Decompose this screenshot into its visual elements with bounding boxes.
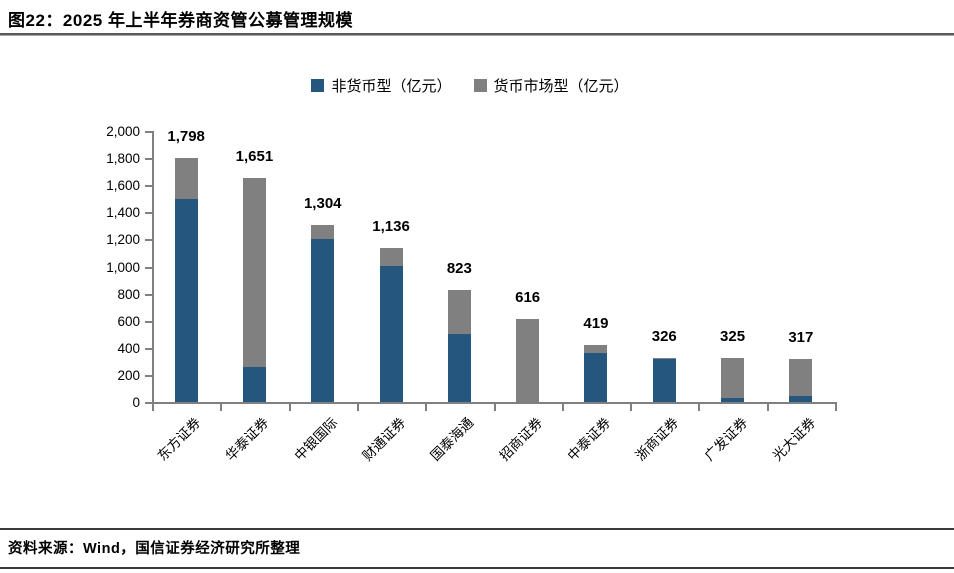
- legend-swatch-money: [473, 78, 487, 92]
- bar-segment-money: [447, 290, 471, 335]
- x-axis-category-label-text: 中银国际: [291, 414, 341, 464]
- bar-total-label: 1,651: [235, 148, 274, 166]
- bar-total-label: 1,136: [372, 218, 410, 236]
- bar-segment-money: [379, 248, 403, 266]
- x-axis-category-label-text: 浙商证券: [632, 414, 682, 464]
- x-axis-category-label-text: 光大证券: [769, 414, 819, 464]
- bar-total-label: 616: [515, 288, 541, 306]
- y-axis-tick-label: 1,400: [106, 205, 140, 221]
- footer-divider: [0, 528, 954, 530]
- y-axis-tick: [145, 402, 152, 404]
- x-axis-category-label-text: 国泰海通: [427, 414, 477, 464]
- y-axis-tick-label: 400: [117, 340, 140, 356]
- y-axis-tick-label: 2,000: [106, 124, 140, 139]
- source-note: 资料来源：Wind，国信证券经济研究所整理: [8, 541, 301, 557]
- x-axis-category-label-text: 广发证券: [701, 414, 750, 464]
- x-axis-category-label-text: 华泰证券: [223, 414, 272, 464]
- bar-segment-money: [652, 357, 676, 359]
- y-axis-tick-label: 1,200: [106, 232, 140, 248]
- bar-segment-non-money: [789, 395, 813, 402]
- chart-legend: 非货币型（亿元） 货币市场型（亿元）: [150, 75, 790, 95]
- y-axis-tick: [145, 293, 152, 296]
- x-axis-category-label-text: 财通证券: [359, 414, 409, 464]
- bar-segment-non-money: [584, 352, 608, 402]
- legend-item-non-money: 非货币型（亿元）: [311, 75, 452, 96]
- y-axis-tick-label: 0: [132, 395, 140, 410]
- y-axis-tick-label: 1,000: [106, 259, 140, 275]
- legend-swatch-non-money: [311, 78, 325, 92]
- bar-segment-non-money: [242, 366, 266, 402]
- bar-segment-non-money: [379, 265, 403, 402]
- x-axis-category-label-text: 中泰证券: [564, 414, 614, 464]
- figure-title: 图22：2025 年上半年券商资管公募管理规模: [8, 11, 353, 30]
- y-axis-tick-label: 1,800: [106, 151, 140, 167]
- x-axis-tick: [766, 404, 769, 411]
- bar-segment-money: [516, 318, 540, 402]
- bar-total-label: 419: [583, 315, 609, 333]
- x-axis-tick: [630, 404, 633, 411]
- bar-segment-non-money: [311, 239, 335, 402]
- x-axis-line: [152, 402, 837, 404]
- y-axis-tick-label: 600: [117, 313, 140, 329]
- x-axis-tick: [835, 404, 837, 411]
- x-axis-tick: [493, 404, 496, 411]
- y-axis-tick: [145, 320, 152, 323]
- bar-total-label: 317: [788, 329, 814, 347]
- y-axis-tick: [145, 212, 152, 215]
- y-axis-tick: [145, 158, 152, 161]
- x-axis-tick: [152, 404, 154, 411]
- legend-item-money: 货币市场型（亿元）: [473, 75, 629, 96]
- bottom-divider: [0, 567, 954, 569]
- bar-total-label: 326: [651, 327, 677, 345]
- title-divider: [0, 33, 954, 36]
- y-axis-tick: [145, 347, 152, 350]
- legend-label-non-money: 非货币型（亿元）: [331, 77, 452, 95]
- x-axis-tick: [220, 404, 223, 411]
- bar-segment-money: [174, 158, 198, 199]
- y-axis-tick-label: 200: [117, 367, 140, 383]
- y-axis-tick-label: 800: [117, 286, 140, 302]
- y-axis-tick: [145, 131, 152, 133]
- x-axis-category-label-text: 招商证券: [496, 414, 546, 464]
- bar-total-label: 1,304: [303, 195, 342, 213]
- bar-total-label: 823: [446, 260, 472, 278]
- bar-total-label: 325: [720, 327, 746, 345]
- x-axis-category-label-text: 东方证券: [154, 414, 204, 464]
- y-axis-tick: [145, 266, 152, 269]
- bar-segment-money: [311, 225, 335, 240]
- bar-segment-non-money: [721, 397, 745, 402]
- y-axis-tick: [145, 239, 152, 242]
- bar-segment-non-money: [447, 334, 471, 402]
- x-axis-tick: [356, 404, 359, 411]
- x-axis-tick: [698, 404, 701, 411]
- bar-segment-non-money: [174, 198, 198, 402]
- bar-segment-non-money: [652, 358, 676, 402]
- y-axis-line: [152, 131, 154, 404]
- bar-segment-money: [584, 345, 608, 353]
- y-axis-tick: [145, 374, 152, 377]
- x-axis-tick: [425, 404, 428, 411]
- legend-label-money: 货币市场型（亿元）: [493, 77, 629, 95]
- y-axis-tick: [145, 185, 152, 188]
- bar-segment-money: [789, 359, 813, 396]
- bar-total-label: 1,798: [167, 128, 205, 146]
- y-axis-tick-label: 1,600: [106, 178, 140, 194]
- bar-segment-money: [721, 357, 745, 398]
- x-axis-tick: [288, 404, 291, 411]
- x-axis-tick: [561, 404, 564, 411]
- bar-segment-money: [242, 178, 266, 367]
